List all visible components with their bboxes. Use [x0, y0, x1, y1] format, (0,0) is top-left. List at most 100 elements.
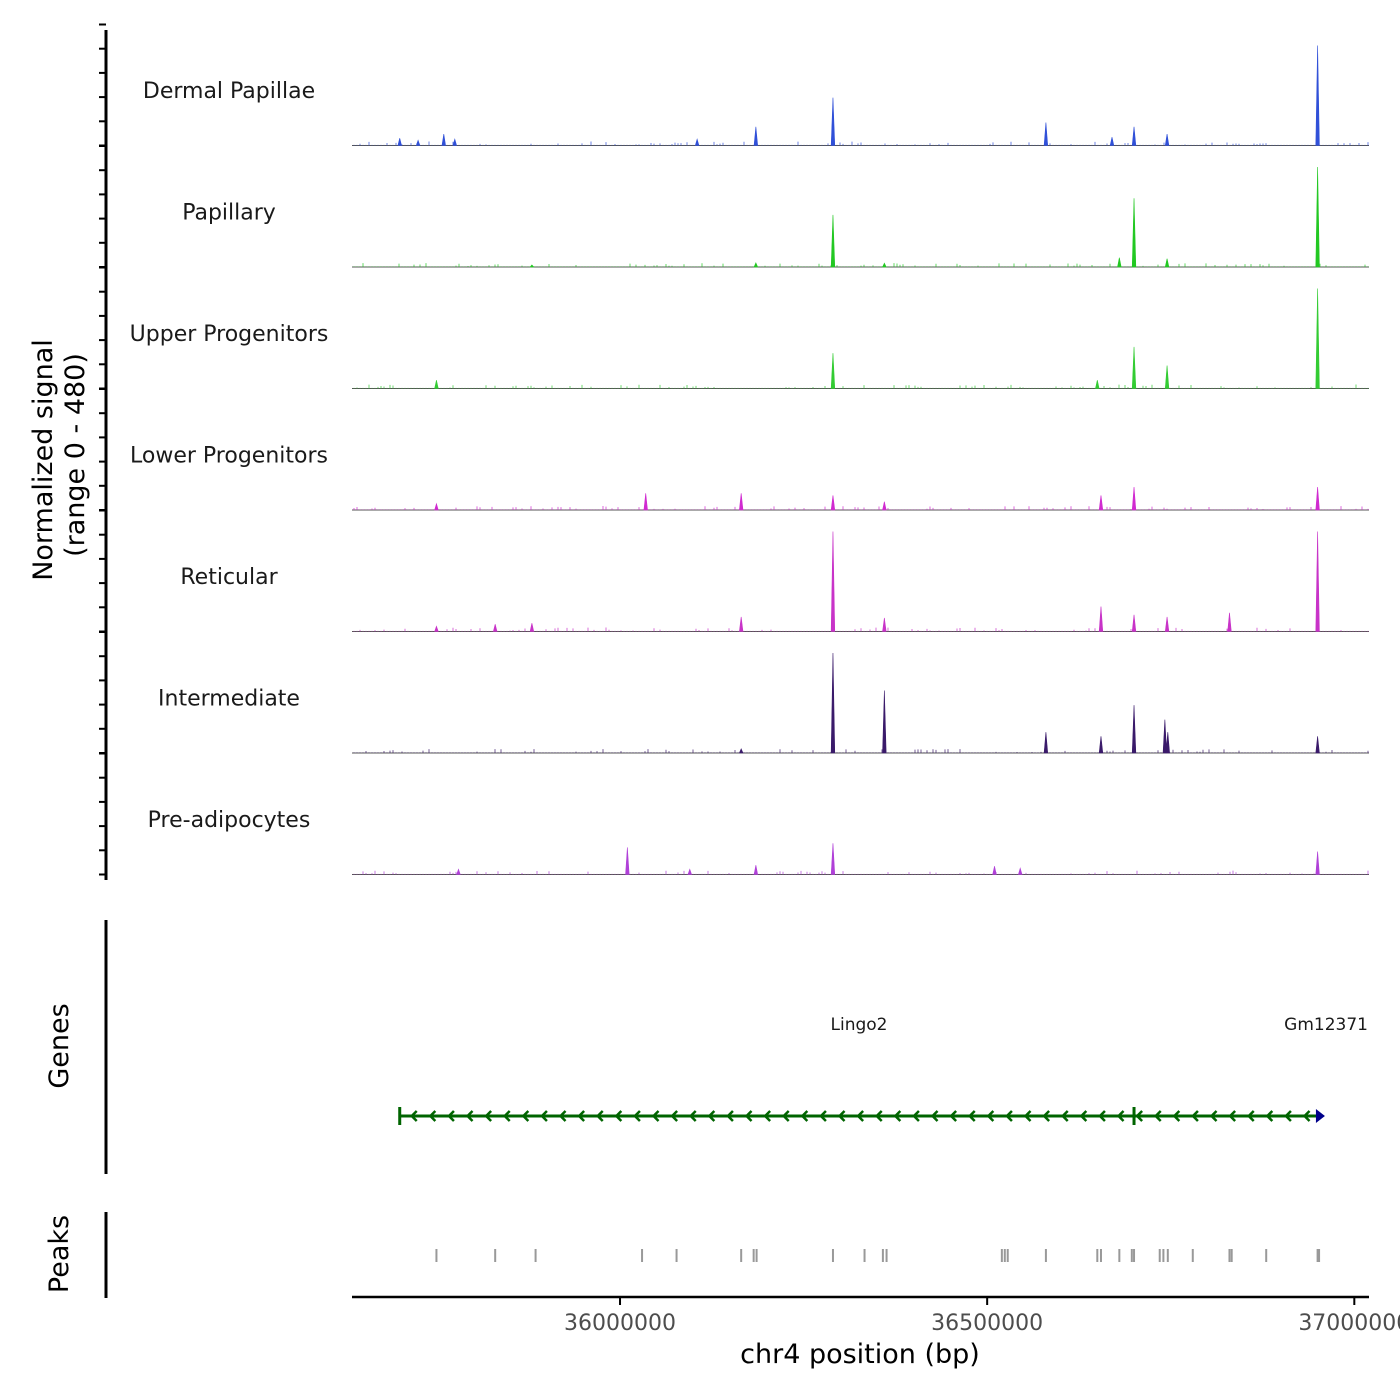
strand-arrow	[409, 1110, 418, 1122]
signal-peak	[456, 868, 461, 875]
x-axis: 36000000 36500000 37000000	[564, 1297, 1400, 1336]
signal-peak	[434, 502, 439, 511]
signal-peak	[882, 501, 887, 511]
strand-arrow	[763, 1110, 772, 1122]
signal-peak	[1164, 258, 1170, 268]
strand-arrow	[465, 1110, 474, 1122]
signal-peak	[882, 262, 887, 268]
signal-peak	[452, 138, 458, 146]
x-tick-label: 36000000	[564, 1311, 676, 1336]
signal-peak	[1098, 736, 1104, 754]
strand-arrow	[1060, 1110, 1069, 1122]
strand-arrow	[1098, 1110, 1106, 1122]
strand-arrow	[1023, 1110, 1032, 1122]
signal-tracks: Dermal Papillae Papillary Upper Progenitor…	[130, 45, 1369, 875]
signal-peak	[529, 623, 535, 632]
strand-arrow	[1284, 1110, 1292, 1122]
strand-arrow	[1209, 1110, 1218, 1122]
signal-peak	[434, 625, 439, 632]
track-label: Intermediate	[158, 687, 300, 712]
signal-peak	[1043, 122, 1049, 146]
signal-peak	[694, 138, 700, 146]
strand-arrow	[893, 1110, 902, 1122]
signal-peak	[529, 264, 535, 268]
signal-peak	[1095, 380, 1100, 389]
strand-arrow	[651, 1110, 660, 1122]
signal-peak	[739, 493, 744, 511]
signal-peak	[1131, 346, 1137, 389]
peaks-axis-title: Peaks	[44, 1215, 75, 1293]
signal-peak	[625, 847, 630, 875]
signal-peak	[753, 126, 758, 146]
signal-peak	[643, 493, 648, 511]
signal-peak	[1131, 198, 1137, 268]
signal-peak	[434, 380, 439, 389]
gene-exon	[1315, 1109, 1325, 1123]
strand-arrow	[930, 1110, 939, 1122]
signal-peak	[1227, 612, 1232, 632]
y-axis-ticks	[99, 23, 106, 876]
signal-peak	[882, 617, 887, 632]
strand-arrow	[447, 1110, 455, 1122]
track-label: Papillary	[182, 201, 276, 226]
signal-peak	[882, 690, 887, 754]
strand-arrow	[874, 1110, 883, 1122]
signal-peak	[1098, 495, 1104, 511]
strand-arrow	[912, 1110, 920, 1122]
strand-arrow	[688, 1110, 697, 1122]
strand-arrow	[577, 1110, 586, 1122]
track-lower-progenitors: Lower Progenitors	[130, 444, 1369, 511]
strand-arrow	[428, 1110, 437, 1122]
signal-peak	[1315, 851, 1320, 875]
signal-peak	[1315, 45, 1320, 146]
strand-arrow	[1172, 1110, 1181, 1122]
signal-peak	[1131, 705, 1137, 754]
signal-peak	[1164, 616, 1170, 632]
strand-arrow	[670, 1110, 679, 1122]
strand-arrow	[558, 1110, 567, 1122]
strand-arrow	[837, 1110, 846, 1122]
strand-arrow	[967, 1110, 976, 1122]
signal-peak	[738, 748, 744, 754]
strand-arrow	[856, 1110, 865, 1122]
y-axis-subtitle: (range 0 - 480)	[60, 353, 91, 557]
signal-peak	[1043, 732, 1049, 754]
signal-peak	[1098, 606, 1104, 632]
signal-peak	[1165, 732, 1170, 754]
strand-arrow	[595, 1110, 604, 1122]
strand-arrow	[1079, 1110, 1088, 1122]
signal-peak	[1131, 126, 1137, 146]
gene-label: Lingo2	[831, 1015, 888, 1035]
peak-track	[435, 1249, 1321, 1262]
signal-peak	[1131, 614, 1137, 632]
strand-arrow	[633, 1110, 641, 1122]
signal-peak	[753, 262, 759, 268]
signal-peak	[830, 214, 836, 268]
strand-arrow	[707, 1110, 716, 1122]
strand-arrow	[1135, 1110, 1144, 1122]
strand-arrow	[1265, 1110, 1274, 1122]
signal-peak	[830, 652, 836, 754]
strand-arrow	[744, 1110, 753, 1122]
strand-arrow	[540, 1110, 548, 1122]
signal-peak	[1162, 719, 1167, 754]
strand-arrow	[1116, 1110, 1125, 1122]
track-label: Pre-adipocytes	[148, 808, 311, 833]
strand-arrow	[1246, 1110, 1255, 1122]
signal-peak	[830, 495, 836, 511]
strand-arrow	[986, 1110, 995, 1122]
track-label: Lower Progenitors	[130, 444, 328, 469]
x-tick-label: 36500000	[931, 1311, 1043, 1336]
signal-peak	[992, 866, 997, 875]
strand-arrow	[800, 1110, 809, 1122]
signal-peak	[1164, 365, 1170, 389]
signal-peak	[397, 138, 402, 146]
signal-peak	[830, 843, 836, 875]
signal-peak	[1109, 137, 1115, 146]
strand-arrow	[1228, 1110, 1237, 1122]
signal-peak	[441, 133, 446, 146]
strand-arrow	[1191, 1110, 1199, 1122]
signal-peak	[1315, 166, 1320, 268]
gene-label: Gm12371	[1284, 1015, 1368, 1035]
